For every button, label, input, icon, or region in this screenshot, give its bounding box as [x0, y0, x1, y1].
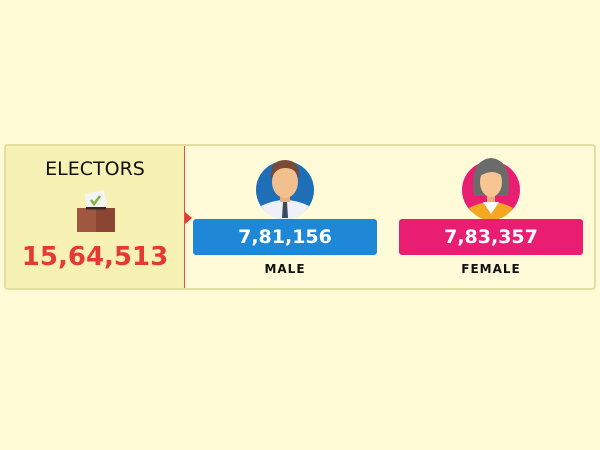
pointer-arrow: [185, 212, 192, 224]
male-label: MALE: [264, 262, 306, 276]
electors-card: ELECTORS 15,64,513 7,81,156 MALE 7,83,35…: [4, 144, 596, 290]
electors-total: 15,64,513: [21, 242, 169, 272]
ballot-box-icon: [77, 190, 115, 232]
female-count: 7,83,357: [399, 219, 583, 255]
electors-title: ELECTORS: [45, 158, 145, 180]
electors-panel: ELECTORS 15,64,513: [6, 146, 185, 288]
female-label: FEMALE: [461, 262, 521, 276]
male-count: 7,81,156: [193, 219, 377, 255]
male-avatar-icon: [256, 160, 314, 220]
female-avatar-icon: [462, 158, 520, 220]
